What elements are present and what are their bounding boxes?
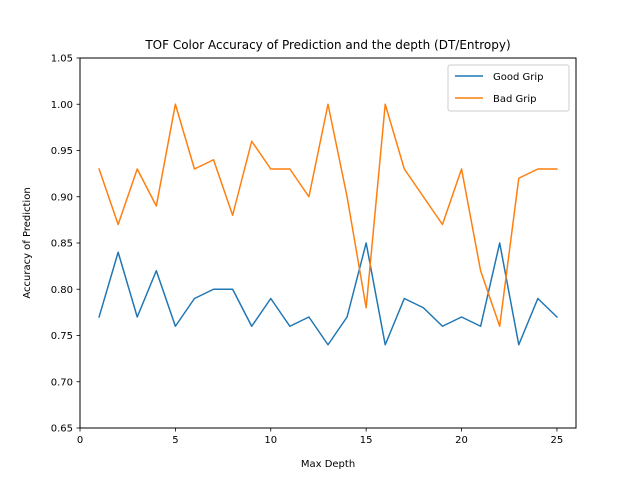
plot-background bbox=[80, 58, 576, 428]
y-tick-label: 0.85 bbox=[51, 239, 73, 250]
chart-title: TOF Color Accuracy of Prediction and the… bbox=[144, 38, 510, 52]
y-axis: 0.65 0.70 0.75 0.80 0.85 0.90 0.95 1.00 1.05 bbox=[51, 54, 80, 435]
legend: Good Grip Bad Grip bbox=[447, 64, 570, 112]
legend-label-2: Bad Grip bbox=[493, 94, 537, 105]
y-tick-label: 0.90 bbox=[51, 192, 73, 203]
y-tick-label: 0.80 bbox=[51, 285, 73, 296]
plot-area bbox=[80, 58, 576, 428]
x-axis-label: Max Depth bbox=[301, 459, 355, 470]
y-tick-label: 1.05 bbox=[51, 54, 73, 65]
legend-label-1: Good Grip bbox=[493, 72, 544, 83]
x-axis: 0 5 10 15 20 25 bbox=[77, 428, 563, 446]
y-tick-label: 0.75 bbox=[51, 331, 73, 342]
x-tick-label: 25 bbox=[551, 435, 564, 446]
y-tick-label: 0.95 bbox=[51, 146, 73, 157]
x-tick-label: 10 bbox=[264, 435, 277, 446]
y-tick-label: 0.65 bbox=[51, 424, 73, 435]
x-tick-label: 15 bbox=[360, 435, 373, 446]
y-tick-label: 0.70 bbox=[51, 377, 73, 388]
y-tick-label: 1.00 bbox=[51, 100, 73, 111]
y-axis-label: Accuracy of Prediction bbox=[22, 187, 33, 298]
x-tick-label: 0 bbox=[77, 435, 83, 446]
x-tick-label: 5 bbox=[172, 435, 178, 446]
series-layer bbox=[98, 103, 558, 346]
x-tick-label: 20 bbox=[455, 435, 468, 446]
